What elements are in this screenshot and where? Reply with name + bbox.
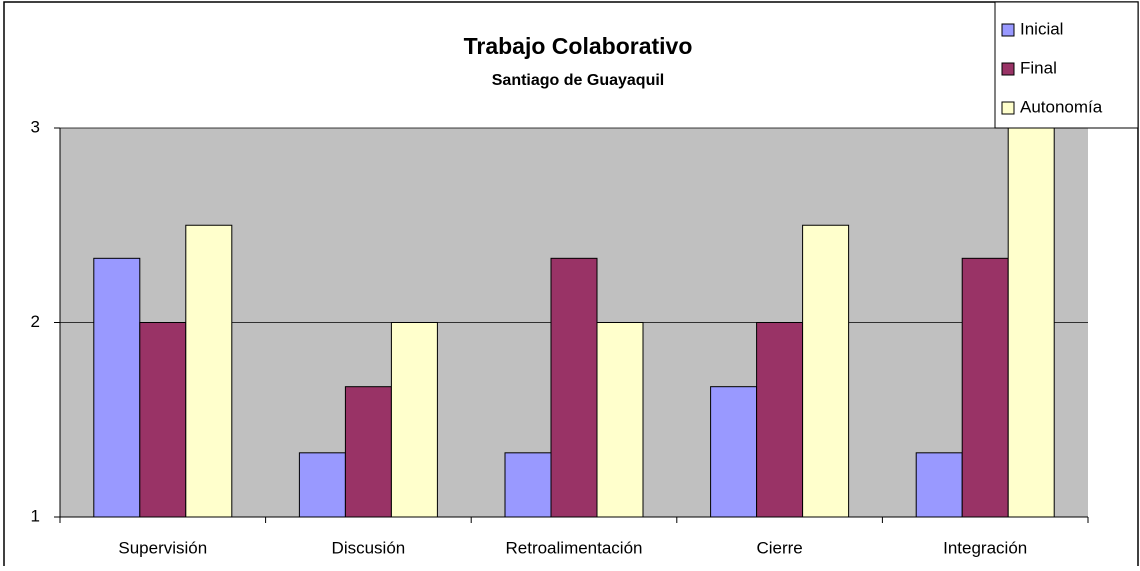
x-tick-label: Retroalimentación [505,538,642,557]
chart-title: Trabajo Colaborativo [464,33,693,59]
bar [596,322,644,518]
bar [756,322,804,518]
bar [298,452,346,518]
y-tick-label: 1 [31,506,40,525]
bar [139,322,187,518]
bar [1007,127,1055,518]
y-tick-label: 3 [31,117,40,136]
x-tick-label: Discusión [332,538,406,557]
legend-swatch [1001,23,1015,37]
chart-subtitle: Santiago de Guayaquil [492,72,664,89]
bar [961,257,1009,518]
y-tick-label: 2 [31,312,40,331]
x-tick-label: Supervisión [118,538,207,557]
legend-label: Autonomía [1020,97,1103,116]
legend-swatch [1001,101,1015,115]
x-tick-label: Integración [943,538,1027,557]
bar [390,322,438,518]
x-tick-label: Cierre [756,538,802,557]
bar [93,257,141,518]
bar [710,386,758,518]
legend-swatch [1001,62,1015,76]
bar [504,452,552,518]
bar [802,224,850,518]
bar [550,257,598,518]
legend-box [994,1,1139,129]
bar [915,452,963,518]
legend-label: Final [1020,58,1057,77]
bar [185,224,233,518]
bar [344,386,392,518]
legend-label: Inicial [1020,19,1063,38]
